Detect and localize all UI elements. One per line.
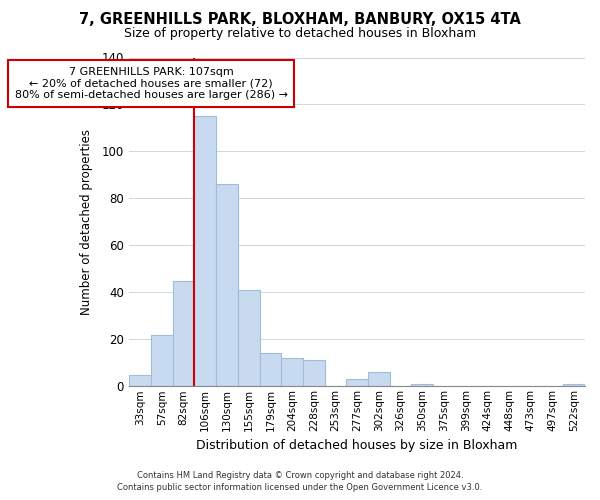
Text: 7 GREENHILLS PARK: 107sqm
← 20% of detached houses are smaller (72)
80% of semi-: 7 GREENHILLS PARK: 107sqm ← 20% of detac… xyxy=(14,67,287,100)
Bar xyxy=(563,384,585,386)
Bar xyxy=(173,280,194,386)
Bar xyxy=(260,354,281,386)
Bar xyxy=(281,358,303,386)
Y-axis label: Number of detached properties: Number of detached properties xyxy=(80,129,93,315)
Bar xyxy=(130,374,151,386)
X-axis label: Distribution of detached houses by size in Bloxham: Distribution of detached houses by size … xyxy=(196,440,518,452)
Bar xyxy=(368,372,390,386)
Bar xyxy=(151,334,173,386)
Bar xyxy=(194,116,216,386)
Bar xyxy=(346,379,368,386)
Text: 7, GREENHILLS PARK, BLOXHAM, BANBURY, OX15 4TA: 7, GREENHILLS PARK, BLOXHAM, BANBURY, OX… xyxy=(79,12,521,28)
Bar xyxy=(412,384,433,386)
Text: Size of property relative to detached houses in Bloxham: Size of property relative to detached ho… xyxy=(124,28,476,40)
Bar xyxy=(216,184,238,386)
Bar xyxy=(303,360,325,386)
Text: Contains HM Land Registry data © Crown copyright and database right 2024.
Contai: Contains HM Land Registry data © Crown c… xyxy=(118,471,482,492)
Bar xyxy=(238,290,260,386)
